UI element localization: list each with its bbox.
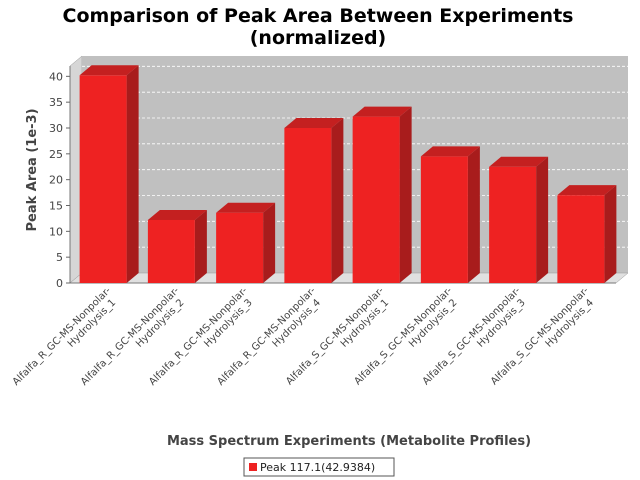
chart-title-line-2: (normalized) <box>250 27 387 49</box>
legend-box <box>243 457 395 477</box>
y-tick-label: 40 <box>49 70 63 83</box>
bar-side <box>536 156 549 283</box>
bar-side <box>194 209 207 283</box>
bar-front <box>79 75 127 283</box>
y-tick-label: 10 <box>49 225 63 238</box>
bar-top <box>420 146 480 157</box>
bar-top <box>147 209 207 220</box>
bar-side <box>126 65 139 283</box>
y-tick-label: 35 <box>49 96 63 109</box>
bar-front <box>216 212 264 283</box>
bar-front <box>557 195 605 283</box>
y-tick-label: 20 <box>49 174 63 187</box>
bar-front <box>420 156 468 283</box>
y-axis-title: Peak Area (1e-3) <box>25 108 40 231</box>
bar-side <box>467 146 480 283</box>
bar-side <box>399 106 412 283</box>
bar <box>557 185 617 283</box>
bar-top <box>489 156 549 167</box>
bar-front <box>147 219 195 283</box>
x-axis-category-labels: Alfalfa_R_GC-MS-Nonpolar-Hydrolysis_1Alf… <box>11 285 596 396</box>
bar-side <box>263 202 276 283</box>
bar-front <box>284 128 332 283</box>
bar <box>489 156 549 283</box>
y-tick-label: 30 <box>49 122 63 135</box>
bar-front <box>489 166 537 283</box>
bar <box>420 146 480 283</box>
x-category-label: Alfalfa_R_GC-MS-Nonpolar-Hydrolysis_1 <box>11 285 122 396</box>
y-tick-label: 0 <box>56 277 63 290</box>
y-tick-label: 5 <box>56 251 63 264</box>
y-tick-label: 15 <box>49 200 63 213</box>
bar-top <box>79 65 139 76</box>
y-axis-ticks: 0 5 10 15 20 25 30 35 40 <box>49 70 70 290</box>
bar <box>147 209 207 283</box>
chart-title-line-1: Comparison of Peak Area Between Experime… <box>63 5 574 27</box>
y-tick-label: 25 <box>49 148 63 161</box>
bar <box>79 65 139 283</box>
bar <box>352 106 412 283</box>
bar-top <box>216 202 276 213</box>
bar-top <box>557 185 617 196</box>
x-axis-title: Mass Spectrum Experiments (Metabolite Pr… <box>167 434 531 449</box>
bar-side <box>604 185 617 283</box>
bar-top <box>352 106 412 117</box>
bar <box>284 118 344 283</box>
bar-front <box>352 116 400 283</box>
bar-top <box>284 118 344 128</box>
legend-swatch <box>249 463 257 471</box>
bars <box>79 65 617 283</box>
legend: Peak 117.1(42.9384) <box>243 457 395 477</box>
bar <box>216 202 276 283</box>
bar-side <box>331 118 344 283</box>
legend-entry-label: Peak 117.1(42.9384) <box>260 461 375 474</box>
